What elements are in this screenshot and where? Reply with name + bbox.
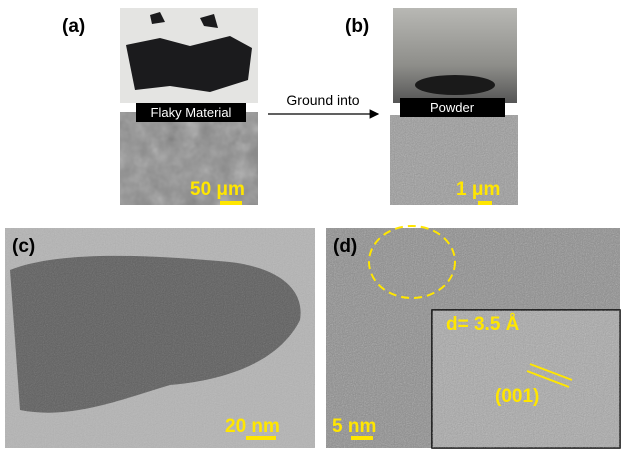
panel-label: (b) <box>345 16 369 37</box>
caption: Flaky Material <box>151 105 232 120</box>
panel-label: (c) <box>12 236 35 257</box>
powder <box>415 75 495 95</box>
panel-label: (d) <box>333 236 357 257</box>
tem-texture <box>5 228 315 448</box>
panel-label: (a) <box>62 16 85 37</box>
scale-bar <box>220 201 242 205</box>
scale-bar <box>351 436 373 440</box>
d-spacing: d= 3.5 Å <box>446 314 520 335</box>
scale-bar-label: 20 nm <box>225 416 280 437</box>
scale-bar-label: 1 μm <box>456 179 500 200</box>
arrow: Ground into <box>268 92 378 114</box>
figure: (a) Flaky Material 50 μm Ground into (b)… <box>0 0 625 452</box>
panel-b: (b) Powder 1 μm <box>345 8 518 205</box>
panel-d: (d) 5 nm d= 3.5 Å (001) <box>326 226 620 448</box>
scale-bar-label: 5 nm <box>332 416 376 437</box>
panel-a: (a) Flaky Material 50 μm <box>62 8 258 205</box>
caption: Powder <box>430 100 475 115</box>
inset: d= 3.5 Å (001) <box>432 310 620 448</box>
scale-bar <box>478 201 492 205</box>
scale-bar-label: 50 μm <box>190 179 245 200</box>
scale-bar <box>246 436 276 440</box>
plane-label: (001) <box>495 386 539 407</box>
arrow-label: Ground into <box>286 92 359 108</box>
panel-c: (c) 20 nm <box>5 228 315 448</box>
